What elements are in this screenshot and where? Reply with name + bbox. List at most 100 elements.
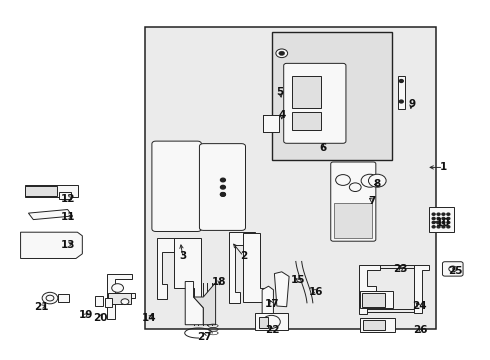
Circle shape <box>442 217 445 220</box>
Polygon shape <box>359 265 380 314</box>
FancyBboxPatch shape <box>331 162 376 241</box>
Circle shape <box>399 100 403 103</box>
FancyBboxPatch shape <box>429 207 454 232</box>
Circle shape <box>349 183 361 192</box>
Text: 10: 10 <box>436 218 451 228</box>
Polygon shape <box>174 238 201 302</box>
Polygon shape <box>185 282 203 325</box>
Text: 4: 4 <box>278 110 286 120</box>
Text: 20: 20 <box>93 312 108 323</box>
Polygon shape <box>274 272 289 307</box>
Bar <box>108 293 131 304</box>
FancyBboxPatch shape <box>284 63 346 143</box>
Text: 17: 17 <box>265 299 279 309</box>
Text: 26: 26 <box>413 325 428 336</box>
FancyBboxPatch shape <box>152 141 201 231</box>
Bar <box>263 115 279 132</box>
Bar <box>272 32 392 160</box>
Bar <box>25 186 57 196</box>
Circle shape <box>42 292 58 304</box>
Bar <box>259 317 268 328</box>
Circle shape <box>437 213 440 215</box>
Text: 7: 7 <box>368 195 376 206</box>
Text: 16: 16 <box>309 287 323 297</box>
Bar <box>360 318 395 332</box>
Circle shape <box>121 299 129 305</box>
Bar <box>58 294 69 302</box>
Circle shape <box>220 178 225 182</box>
Bar <box>363 320 385 330</box>
Circle shape <box>220 185 225 189</box>
Circle shape <box>432 217 435 220</box>
Circle shape <box>447 217 450 220</box>
Circle shape <box>361 174 379 187</box>
FancyBboxPatch shape <box>199 144 245 230</box>
Text: 21: 21 <box>34 302 49 312</box>
Circle shape <box>447 213 450 215</box>
Text: 2: 2 <box>240 251 247 261</box>
Polygon shape <box>414 265 429 313</box>
Bar <box>292 76 321 108</box>
Text: 6: 6 <box>320 143 327 153</box>
FancyBboxPatch shape <box>442 262 463 276</box>
Circle shape <box>442 213 445 215</box>
Polygon shape <box>28 210 73 220</box>
Text: 24: 24 <box>412 301 426 311</box>
Polygon shape <box>194 283 216 325</box>
Circle shape <box>220 193 225 196</box>
Bar <box>255 313 288 330</box>
Circle shape <box>437 221 440 224</box>
Polygon shape <box>229 232 255 303</box>
Circle shape <box>112 284 123 292</box>
Circle shape <box>437 217 440 220</box>
Bar <box>59 192 71 199</box>
Circle shape <box>276 49 288 58</box>
Bar <box>360 291 393 308</box>
Circle shape <box>447 221 450 224</box>
Bar <box>95 296 103 306</box>
Text: 13: 13 <box>60 240 75 250</box>
Circle shape <box>432 221 435 224</box>
FancyBboxPatch shape <box>334 203 372 238</box>
Text: 27: 27 <box>197 332 212 342</box>
Text: 14: 14 <box>142 312 157 323</box>
Polygon shape <box>21 232 82 258</box>
Bar <box>145 27 436 329</box>
Text: 3: 3 <box>179 251 186 261</box>
Circle shape <box>442 226 445 228</box>
Circle shape <box>437 226 440 228</box>
Text: 11: 11 <box>60 212 75 222</box>
Bar <box>24 185 78 197</box>
Circle shape <box>279 51 285 55</box>
Text: 9: 9 <box>408 99 415 109</box>
Text: 23: 23 <box>393 264 408 274</box>
Circle shape <box>432 226 435 228</box>
Polygon shape <box>107 274 135 319</box>
Circle shape <box>336 175 350 185</box>
Bar <box>398 76 405 109</box>
Circle shape <box>220 193 225 196</box>
Polygon shape <box>243 233 265 302</box>
Text: 22: 22 <box>265 325 279 336</box>
Text: 1: 1 <box>440 162 447 172</box>
Circle shape <box>447 226 450 228</box>
Circle shape <box>399 80 403 82</box>
Bar <box>292 112 321 130</box>
Polygon shape <box>157 238 189 299</box>
Text: 5: 5 <box>277 87 284 97</box>
Text: 12: 12 <box>60 194 75 204</box>
Polygon shape <box>262 286 273 315</box>
Text: 19: 19 <box>78 310 93 320</box>
Text: 25: 25 <box>448 266 463 276</box>
Text: 18: 18 <box>212 276 227 287</box>
Circle shape <box>432 213 435 215</box>
Text: 8: 8 <box>374 179 381 189</box>
Bar <box>105 298 112 307</box>
Bar <box>362 293 385 307</box>
Circle shape <box>368 174 386 187</box>
Circle shape <box>46 295 54 301</box>
Text: 15: 15 <box>291 275 305 285</box>
Circle shape <box>449 266 457 272</box>
Circle shape <box>263 315 280 328</box>
Circle shape <box>442 221 445 224</box>
